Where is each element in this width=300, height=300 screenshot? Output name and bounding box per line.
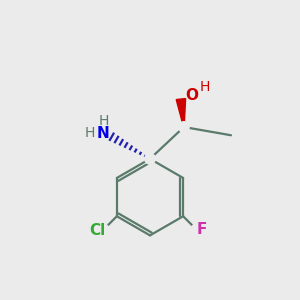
Text: Cl: Cl — [90, 224, 106, 238]
Circle shape — [145, 154, 155, 164]
Text: F: F — [196, 222, 207, 237]
Polygon shape — [176, 99, 186, 127]
Text: N: N — [97, 126, 110, 141]
Circle shape — [178, 122, 189, 132]
Text: H: H — [200, 80, 210, 94]
Text: H: H — [85, 126, 95, 140]
Text: H: H — [98, 114, 109, 128]
Text: O: O — [186, 88, 199, 103]
